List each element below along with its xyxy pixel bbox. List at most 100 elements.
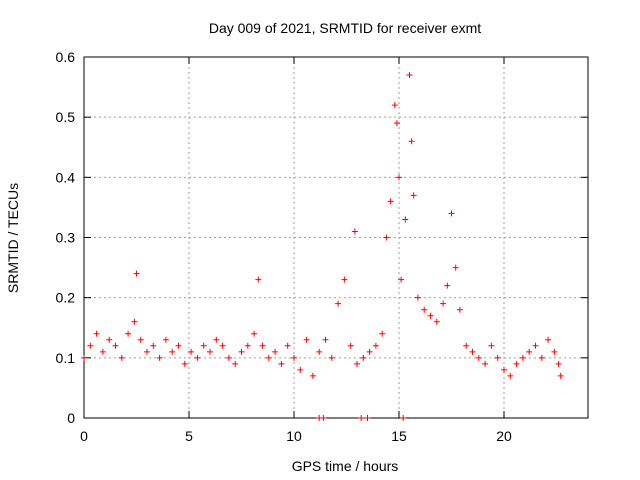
data-point [393,120,400,127]
data-point [265,354,272,361]
data-point [219,342,226,349]
data-point [303,336,310,343]
data-point [545,336,552,343]
data-point [421,306,428,313]
data-point [557,372,564,379]
data-point [213,336,220,343]
data-point [400,415,407,421]
data-point [551,348,558,355]
y-tick-label: 0.4 [56,169,76,185]
y-axis-label: SRMTID / TECUs [5,183,21,293]
x-tick-label: 5 [185,428,193,444]
data-point [538,354,545,361]
data-point [475,354,482,361]
data-point [440,300,447,307]
data-point [309,372,316,379]
x-axis-label: GPS time / hours [292,458,399,474]
data-point [316,348,323,355]
data-point [81,354,87,361]
chart-title: Day 009 of 2021, SRMTID for receiver exm… [209,20,481,36]
data-point [162,336,169,343]
data-point [354,360,360,367]
data-point [255,276,262,283]
data-point [188,348,195,355]
data-point [156,354,163,361]
data-point [284,342,291,349]
data-point [118,354,125,361]
y-tick-label: 0.6 [56,49,76,65]
data-point [328,354,335,361]
data-point [291,354,297,361]
data-point [351,228,358,235]
data-point [99,348,106,355]
data-point [358,415,365,421]
data-point [278,360,285,367]
data-point [200,342,207,349]
data-point [320,415,327,421]
x-tick-label: 10 [286,428,302,444]
data-point [93,330,100,337]
y-tick-label: 0.2 [56,290,76,306]
data-point [406,72,413,79]
data-point [414,294,421,301]
data-point [364,415,371,421]
data-point [448,210,455,217]
data-point [366,348,373,355]
data-point [144,348,150,355]
data-point [251,330,258,337]
data-point [194,354,201,361]
x-tick-label: 20 [496,428,512,444]
data-point [488,342,495,349]
data-point [106,336,113,343]
data-point [379,330,386,337]
data-point [360,354,367,361]
data-point [555,360,562,367]
data-point [297,366,304,373]
data-point [402,216,409,223]
x-tick-label: 15 [391,428,407,444]
data-point [463,342,470,349]
data-point [232,360,239,367]
data-point [87,342,94,349]
data-point [335,300,342,307]
data-point [175,342,182,349]
data-point [469,348,476,355]
y-tick-label: 0.3 [56,230,76,246]
data-point [507,372,514,379]
data-point [391,102,398,109]
data-point [137,336,144,343]
data-point [519,354,526,361]
data-point [372,342,379,349]
data-point [482,360,489,367]
data-point [513,360,520,367]
data-point [501,366,507,373]
data-point [398,276,405,283]
y-tick-label: 0.5 [56,109,76,125]
data-point [410,192,417,199]
data-point [387,198,394,205]
data-point [408,138,415,145]
data-point [456,306,463,313]
y-tick-label: 0 [67,410,75,426]
data-point [444,282,451,289]
data-point [150,342,157,349]
data-point [532,342,539,349]
data-point [396,174,402,181]
data-marks [81,72,564,421]
data-point [207,348,213,355]
data-point [341,276,348,283]
data-point [526,348,533,355]
data-point [427,312,434,319]
data-point [244,342,251,349]
data-point [347,342,354,349]
data-point [112,342,119,349]
data-point [494,354,501,361]
y-tick-label: 0.1 [56,350,76,366]
data-point [169,348,176,355]
data-point [181,360,188,367]
x-tick-label: 0 [80,428,88,444]
data-point [238,348,245,355]
data-point [125,330,132,337]
